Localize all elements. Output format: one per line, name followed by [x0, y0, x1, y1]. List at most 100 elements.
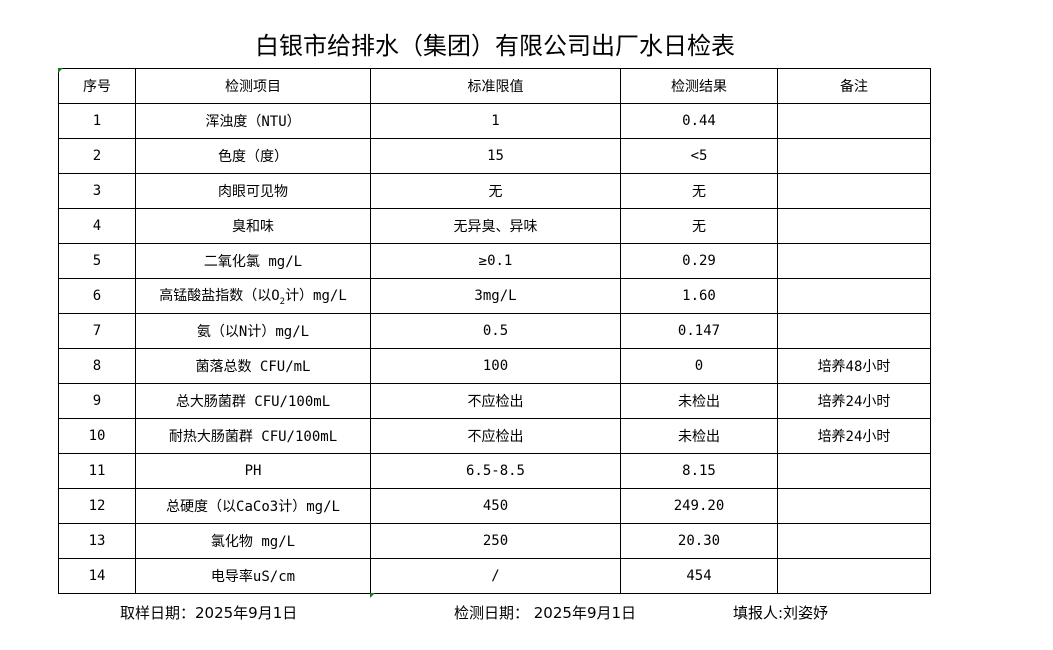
table-row: 1 浑浊度（NTU） 1 0.44 [58, 103, 931, 139]
cell-result: 20.30 [620, 523, 778, 559]
table-row: 3 肉眼可见物无无 [58, 173, 931, 209]
cell-note [777, 453, 931, 489]
cell-note [777, 558, 931, 594]
table-row: 13 氯化物 mg/L 250 20.30 [58, 523, 931, 559]
cell-no: 8 [58, 348, 136, 384]
reporter: 填报人:刘姿妤 [733, 604, 829, 622]
cell-item: 总硬度（以CaCo3计）mg/L [135, 488, 371, 524]
cell-result: 249.20 [620, 488, 778, 524]
cell-result: 无 [620, 173, 778, 209]
cell-limit: ≥0.1 [370, 243, 621, 279]
cell-no: 1 [58, 103, 136, 139]
cell-result: 0.44 [620, 103, 778, 139]
cell-item: 氨（以N计）mg/L [135, 313, 371, 349]
cell-note [777, 173, 931, 209]
cell-item: 电导率uS/cm [135, 558, 371, 594]
cell-marker [58, 68, 63, 73]
header-limit: 标准限值 [370, 68, 621, 104]
cell-result: <5 [620, 138, 778, 174]
cell-no: 11 [58, 453, 136, 489]
cell-limit: 3mg/L [370, 278, 621, 314]
header-note: 备注 [777, 68, 931, 104]
cell-result: 0 [620, 348, 778, 384]
cell-result: 无 [620, 208, 778, 244]
cell-note [777, 278, 931, 314]
cell-item: PH [135, 453, 371, 489]
cell-no: 13 [58, 523, 136, 559]
cell-result: 0.147 [620, 313, 778, 349]
table-row: 7 氨（以N计）mg/L 0.5 0.147 [58, 313, 931, 349]
cell-item: 总大肠菌群 CFU/100mL [135, 383, 371, 419]
cell-note [777, 208, 931, 244]
cell-item: 色度（度） [135, 138, 371, 174]
cell-result: 0.29 [620, 243, 778, 279]
cell-no: 3 [58, 173, 136, 209]
table-row: 14 电导率uS/cm/454 [58, 558, 931, 594]
cell-result: 未检出 [620, 383, 778, 419]
cell-note: 培养24小时 [777, 418, 931, 454]
cell-limit: 0.5 [370, 313, 621, 349]
cell-no: 2 [58, 138, 136, 174]
table-row: 6 高锰酸盐指数（以O2计）mg/L 3mg/L 1.60 [58, 278, 931, 314]
cell-limit: 无异臭、异味 [370, 208, 621, 244]
cell-limit: 无 [370, 173, 621, 209]
cell-limit: 不应检出 [370, 418, 621, 454]
cell-limit: 1 [370, 103, 621, 139]
cell-result: 未检出 [620, 418, 778, 454]
cell-item: 菌落总数 CFU/mL [135, 348, 371, 384]
table-row: 9 总大肠菌群 CFU/100mL 不应检出 未检出 培养24小时 [58, 383, 931, 419]
cell-note [777, 103, 931, 139]
table-row: 12 总硬度（以CaCo3计）mg/L 450 249.20 [58, 488, 931, 524]
table-header-row: 序号 检测项目 标准限值 检测结果 备注 [58, 68, 931, 104]
cell-item: 肉眼可见物 [135, 173, 371, 209]
cell-no: 4 [58, 208, 136, 244]
cell-limit: 6.5-8.5 [370, 453, 621, 489]
test-date: 检测日期： 2025年9月1日 [454, 604, 637, 622]
cell-no: 14 [58, 558, 136, 594]
cell-limit: 15 [370, 138, 621, 174]
header-result: 检测结果 [620, 68, 778, 104]
cell-limit: 不应检出 [370, 383, 621, 419]
cell-item: 浑浊度（NTU） [135, 103, 371, 139]
table-row: 2 色度（度） 15 <5 [58, 138, 931, 174]
cell-note: 培养48小时 [777, 348, 931, 384]
page-title: 白银市给排水（集团）有限公司出厂水日检表 [255, 32, 735, 60]
cell-result: 8.15 [620, 453, 778, 489]
item-subscript: 2 [279, 296, 286, 307]
cell-limit: 100 [370, 348, 621, 384]
table-row: 11 PH 6.5-8.5 8.15 [58, 453, 931, 489]
cell-limit: 450 [370, 488, 621, 524]
cell-item: 二氧化氯 mg/L [135, 243, 371, 279]
cell-item: 氯化物 mg/L [135, 523, 371, 559]
cell-limit: / [370, 558, 621, 594]
cell-note [777, 138, 931, 174]
cell-limit: 250 [370, 523, 621, 559]
table-row: 5 二氧化氯 mg/L ≥0.1 0.29 [58, 243, 931, 279]
cell-item: 高锰酸盐指数（以O2计）mg/L [135, 278, 371, 314]
cell-result: 454 [620, 558, 778, 594]
cell-item: 耐热大肠菌群 CFU/100mL [135, 418, 371, 454]
inspection-table: 序号 检测项目 标准限值 检测结果 备注 1 浑浊度（NTU） 1 0.44 2 色度（度… [58, 68, 931, 594]
table-row: 8 菌落总数 CFU/mL 100 0 培养48小时 [58, 348, 931, 384]
cell-no: 10 [58, 418, 136, 454]
cell-no: 9 [58, 383, 136, 419]
cell-result: 1.60 [620, 278, 778, 314]
item-text: 高锰酸盐指数（以O [159, 288, 280, 305]
cell-note [777, 243, 931, 279]
cell-note [777, 488, 931, 524]
cell-note [777, 313, 931, 349]
cell-no: 7 [58, 313, 136, 349]
cell-note: 培养24小时 [777, 383, 931, 419]
header-no: 序号 [58, 68, 136, 104]
cell-no: 6 [58, 278, 136, 314]
item-text-tail: 计）mg/L [285, 288, 347, 305]
header-item: 检测项目 [135, 68, 371, 104]
cell-marker [370, 593, 375, 598]
cell-no: 12 [58, 488, 136, 524]
cell-note [777, 523, 931, 559]
table-row: 10 耐热大肠菌群 CFU/100mL 不应检出 未检出 培养24小时 [58, 418, 931, 454]
sample-date: 取样日期：2025年9月1日 [120, 604, 298, 622]
cell-no: 5 [58, 243, 136, 279]
cell-item: 臭和味 [135, 208, 371, 244]
table-row: 4 臭和味 无异臭、异味无 [58, 208, 931, 244]
